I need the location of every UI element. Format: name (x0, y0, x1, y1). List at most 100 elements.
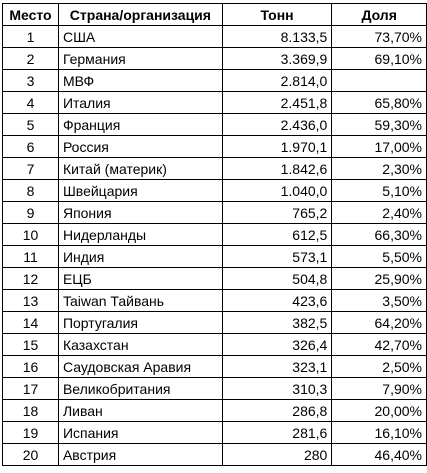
tons-cell: 1.040,0 (221, 179, 333, 202)
share-cell: 42,70% (331, 333, 427, 356)
table-row: 8 Швейцария 1.040,0 5,10% (2, 179, 427, 202)
table-row: 16 Саудовская Аравия 323,1 2,50% (2, 355, 427, 378)
country-cell: Япония (57, 201, 223, 224)
rank-cell: 14 (2, 311, 59, 334)
table-row: 19 Испания 281,6 16,10% (2, 421, 427, 444)
share-cell: 46,40% (331, 443, 427, 466)
tons-cell: 280 (221, 443, 333, 466)
rank-cell: 16 (2, 355, 59, 378)
rank-cell: 10 (2, 223, 59, 246)
table-row: 1 США 8.133,5 73,70% (2, 25, 427, 48)
tons-cell: 286,8 (221, 399, 333, 422)
tons-cell: 2.451,8 (221, 91, 333, 114)
country-cell: Швейцария (57, 179, 223, 202)
rank-cell: 20 (2, 443, 59, 466)
table-row: 18 Ливан 286,8 20,00% (2, 399, 427, 422)
rank-cell: 13 (2, 289, 59, 312)
country-cell: МВФ (57, 69, 223, 92)
share-cell: 64,20% (331, 311, 427, 334)
share-cell: 25,90% (331, 267, 427, 290)
share-cell: 59,30% (331, 113, 427, 136)
country-cell: Германия (57, 47, 223, 70)
table-row: 5 Франция 2.436,0 59,30% (2, 113, 427, 136)
country-cell: Ливан (57, 399, 223, 422)
tons-cell: 382,5 (221, 311, 333, 334)
table-row: 2 Германия 3.369,9 69,10% (2, 47, 427, 70)
tons-cell: 281,6 (221, 421, 333, 444)
country-cell: Австрия (57, 443, 223, 466)
share-cell: 17,00% (331, 135, 427, 158)
table-row: 7 Китай (материк) 1.842,6 2,30% (2, 157, 427, 180)
header-share: Доля (331, 3, 427, 26)
country-cell: Испания (57, 421, 223, 444)
country-cell: Саудовская Аравия (57, 355, 223, 378)
rank-cell: 9 (2, 201, 59, 224)
table-row: 4 Италия 2.451,8 65,80% (2, 91, 427, 114)
rank-cell: 5 (2, 113, 59, 136)
tons-cell: 765,2 (221, 201, 333, 224)
rank-cell: 7 (2, 157, 59, 180)
tons-cell: 326,4 (221, 333, 333, 356)
header-country: Страна/организация (57, 3, 223, 26)
rank-cell: 15 (2, 333, 59, 356)
rank-cell: 18 (2, 399, 59, 422)
header-rank: Место (2, 3, 59, 26)
rank-cell: 1 (2, 25, 59, 48)
share-cell: 65,80% (331, 91, 427, 114)
tons-cell: 310,3 (221, 377, 333, 400)
share-cell: 66,30% (331, 223, 427, 246)
country-cell: Taiwan Тайвань (57, 289, 223, 312)
country-cell: Великобритания (57, 377, 223, 400)
country-cell: Казахстан (57, 333, 223, 356)
table-row: 9 Япония 765,2 2,40% (2, 201, 427, 224)
table-row: 10 Нидерланды 612,5 66,30% (2, 223, 427, 246)
table-row: 13 Taiwan Тайвань 423,6 3,50% (2, 289, 427, 312)
tons-cell: 1.970,1 (221, 135, 333, 158)
table-row: 14 Португалия 382,5 64,20% (2, 311, 427, 334)
rank-cell: 11 (2, 245, 59, 268)
table-row: 11 Индия 573,1 5,50% (2, 245, 427, 268)
share-cell: 3,50% (331, 289, 427, 312)
table-body: 1 США 8.133,5 73,70% 2 Германия 3.369,9 69,10% 3… (2, 25, 427, 466)
country-cell: Китай (материк) (57, 157, 223, 180)
rank-cell: 17 (2, 377, 59, 400)
tons-cell: 1.842,6 (221, 157, 333, 180)
rank-cell: 6 (2, 135, 59, 158)
tons-cell: 423,6 (221, 289, 333, 312)
rank-cell: 8 (2, 179, 59, 202)
tons-cell: 2.436,0 (221, 113, 333, 136)
table-row: 17 Великобритания 310,3 7,90% (2, 377, 427, 400)
tons-cell: 504,8 (221, 267, 333, 290)
table-row: 15 Казахстан 326,4 42,70% (2, 333, 427, 356)
rank-cell: 3 (2, 69, 59, 92)
rank-cell: 19 (2, 421, 59, 444)
share-cell: 69,10% (331, 47, 427, 70)
header-row: Место Страна/организация Тонн Доля (2, 3, 427, 26)
share-cell: 2,50% (331, 355, 427, 378)
share-cell (331, 69, 427, 92)
country-cell: США (57, 25, 223, 48)
rank-cell: 2 (2, 47, 59, 70)
country-cell: Россия (57, 135, 223, 158)
share-cell: 20,00% (331, 399, 427, 422)
rank-cell: 12 (2, 267, 59, 290)
country-cell: Нидерланды (57, 223, 223, 246)
tons-cell: 323,1 (221, 355, 333, 378)
share-cell: 2,40% (331, 201, 427, 224)
table-row: 12 ЕЦБ 504,8 25,90% (2, 267, 427, 290)
country-cell: Франция (57, 113, 223, 136)
share-cell: 16,10% (331, 421, 427, 444)
share-cell: 5,10% (331, 179, 427, 202)
table-header: Место Страна/организация Тонн Доля (2, 3, 427, 26)
gold-reserves-table: Место Страна/организация Тонн Доля 1 США 8… (2, 3, 427, 466)
tons-cell: 3.369,9 (221, 47, 333, 70)
share-cell: 7,90% (331, 377, 427, 400)
share-cell: 2,30% (331, 157, 427, 180)
country-cell: ЕЦБ (57, 267, 223, 290)
tons-cell: 573,1 (221, 245, 333, 268)
tons-cell: 2.814,0 (221, 69, 333, 92)
country-cell: Индия (57, 245, 223, 268)
country-cell: Португалия (57, 311, 223, 334)
tons-cell: 612,5 (221, 223, 333, 246)
